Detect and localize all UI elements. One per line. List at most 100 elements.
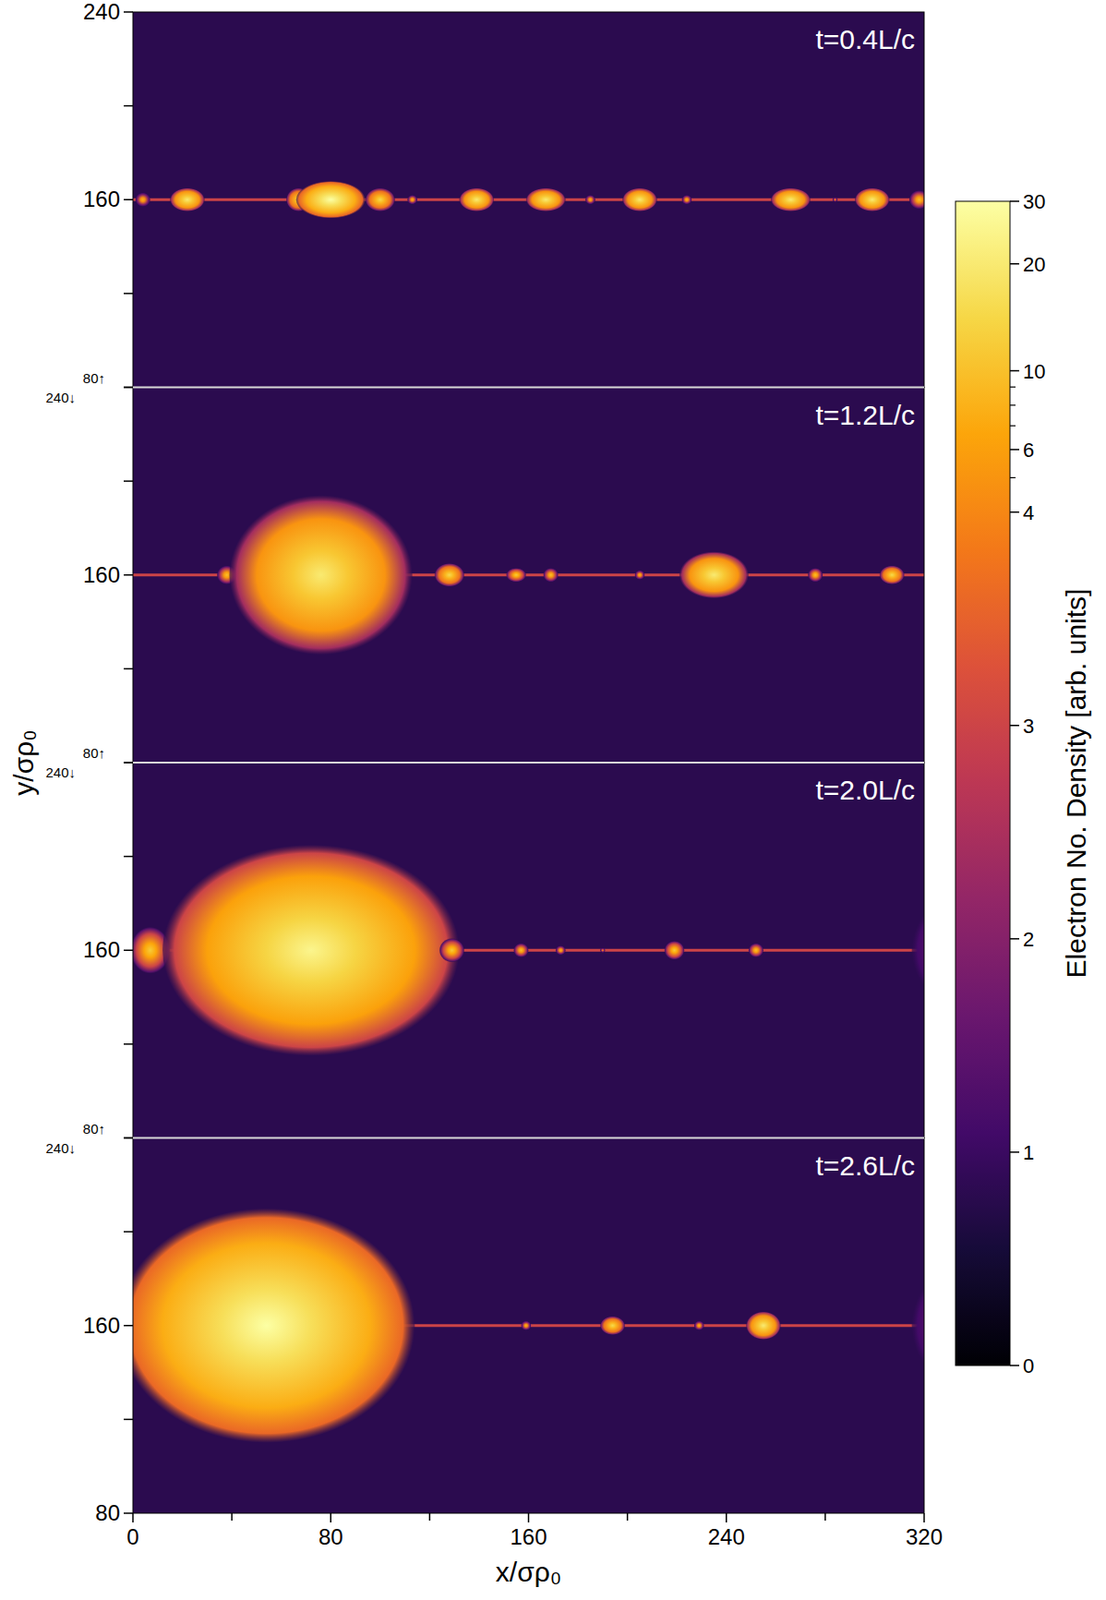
plasmoid (807, 567, 823, 582)
y-minor-tick (123, 855, 133, 858)
plasmoid (600, 948, 605, 953)
background (132, 12, 925, 388)
x-minor-tick (230, 1513, 233, 1521)
panel-separator (132, 761, 925, 764)
y-tick (123, 386, 133, 389)
y-tick (123, 11, 133, 13)
colorbar-minor-tick (1009, 404, 1016, 406)
x-minor-tick (626, 1513, 629, 1521)
colorbar-tick-label: 30 (1022, 190, 1046, 214)
y-tick (123, 1324, 133, 1327)
x-tick (528, 1513, 530, 1523)
y-tick-label: 240↓ (45, 389, 76, 406)
plasmoid (439, 938, 465, 962)
colorbar-tick-label: 2 (1022, 927, 1034, 951)
plasmoid (664, 940, 685, 960)
y-tick (123, 1137, 133, 1140)
x-tick-label: 0 (126, 1524, 139, 1550)
y-tick-label: 80↑ (83, 370, 106, 386)
plasmoid (228, 494, 412, 655)
y-tick-label: 160 (83, 562, 121, 588)
panel-plot (132, 1138, 925, 1515)
plasmoid (407, 194, 418, 205)
plasmoid (132, 1208, 415, 1443)
plasmoid (513, 943, 529, 958)
y-tick-label: 160 (83, 937, 121, 962)
colorbar-tick (1009, 511, 1020, 514)
y-tick-label: 160 (83, 1312, 121, 1338)
x-tick (132, 1513, 134, 1523)
panel-separator (132, 386, 925, 389)
plasmoid (679, 551, 749, 599)
colorbar-minor-tick (1009, 425, 1016, 427)
plasmoid (434, 563, 465, 587)
panel-frame (132, 387, 925, 764)
plasmoid (169, 188, 205, 212)
colorbar-tick-label: 3 (1022, 714, 1034, 738)
colorbar-tick (1009, 724, 1020, 727)
figure: t=0.4L/c80↑160240t=1.2L/c80↑160240↓t=2.0… (0, 0, 1106, 1600)
y-tick (123, 386, 133, 389)
panel-title: t=2.0L/c (815, 774, 915, 806)
colorbar-label: Electron No. Density [arb. units] (1060, 589, 1092, 979)
y-minor-tick (123, 480, 133, 482)
plasmoid (770, 188, 811, 212)
colorbar (955, 201, 1010, 1366)
plasmoid (585, 194, 596, 205)
plasmoid (748, 943, 764, 958)
colorbar-tick (1009, 1151, 1020, 1154)
y-minor-tick (123, 1418, 133, 1421)
y-tick-label: 80 (95, 1500, 121, 1526)
colorbar-tick-label: 10 (1022, 360, 1046, 384)
plasmoid (912, 1255, 925, 1396)
y-tick-label: 80↑ (83, 745, 106, 761)
colorbar-tick (1009, 200, 1020, 203)
x-tick-label: 80 (318, 1524, 344, 1550)
y-tick (123, 761, 133, 764)
y-tick (123, 761, 133, 764)
y-minor-tick (123, 1230, 133, 1233)
background (132, 762, 925, 1139)
colorbar-tick-label: 6 (1022, 438, 1034, 462)
x-tick-label: 160 (509, 1524, 547, 1550)
x-minor-tick (824, 1513, 827, 1521)
plasmoid (543, 567, 559, 582)
x-tick-label: 240 (708, 1524, 746, 1550)
y-minor-tick (123, 105, 133, 108)
colorbar-minor-tick (1009, 477, 1016, 479)
plasmoid (694, 1321, 705, 1331)
panel-title: t=1.2L/c (815, 399, 915, 431)
colorbar-tick (1009, 1364, 1020, 1367)
plasmoid (622, 188, 657, 212)
plasmoid (505, 567, 526, 582)
y-minor-tick (123, 292, 133, 295)
plasmoid (135, 192, 151, 207)
plasmoid (854, 188, 890, 212)
y-tick-label: 160 (83, 186, 121, 212)
colorbar-tick (1009, 370, 1020, 373)
colorbar-tick-label: 0 (1022, 1354, 1034, 1378)
panel-title: t=0.4L/c (815, 24, 915, 55)
panel-plot (132, 12, 925, 388)
panel-plot (132, 387, 925, 764)
plasmoid (365, 188, 396, 212)
y-tick (123, 574, 133, 577)
panel-separator (132, 1137, 925, 1140)
plasmoid (296, 180, 366, 219)
plasmoid (520, 1321, 531, 1331)
y-axis-title: y/σρ₀ (8, 729, 39, 795)
y-minor-tick (123, 668, 133, 671)
y-tick-label: 240↓ (45, 1140, 76, 1156)
x-tick-label: 320 (905, 1524, 943, 1550)
background (132, 387, 925, 764)
colorbar-tick (1009, 937, 1020, 940)
plasmoid (600, 1316, 626, 1335)
colorbar-tick-label: 1 (1022, 1141, 1034, 1165)
colorbar-tick (1009, 448, 1020, 451)
y-minor-tick (123, 1043, 133, 1046)
y-tick (123, 199, 133, 202)
plasmoid (162, 844, 459, 1057)
plasmoid (526, 188, 566, 212)
panel-frame (132, 762, 925, 1139)
x-tick (725, 1513, 728, 1523)
